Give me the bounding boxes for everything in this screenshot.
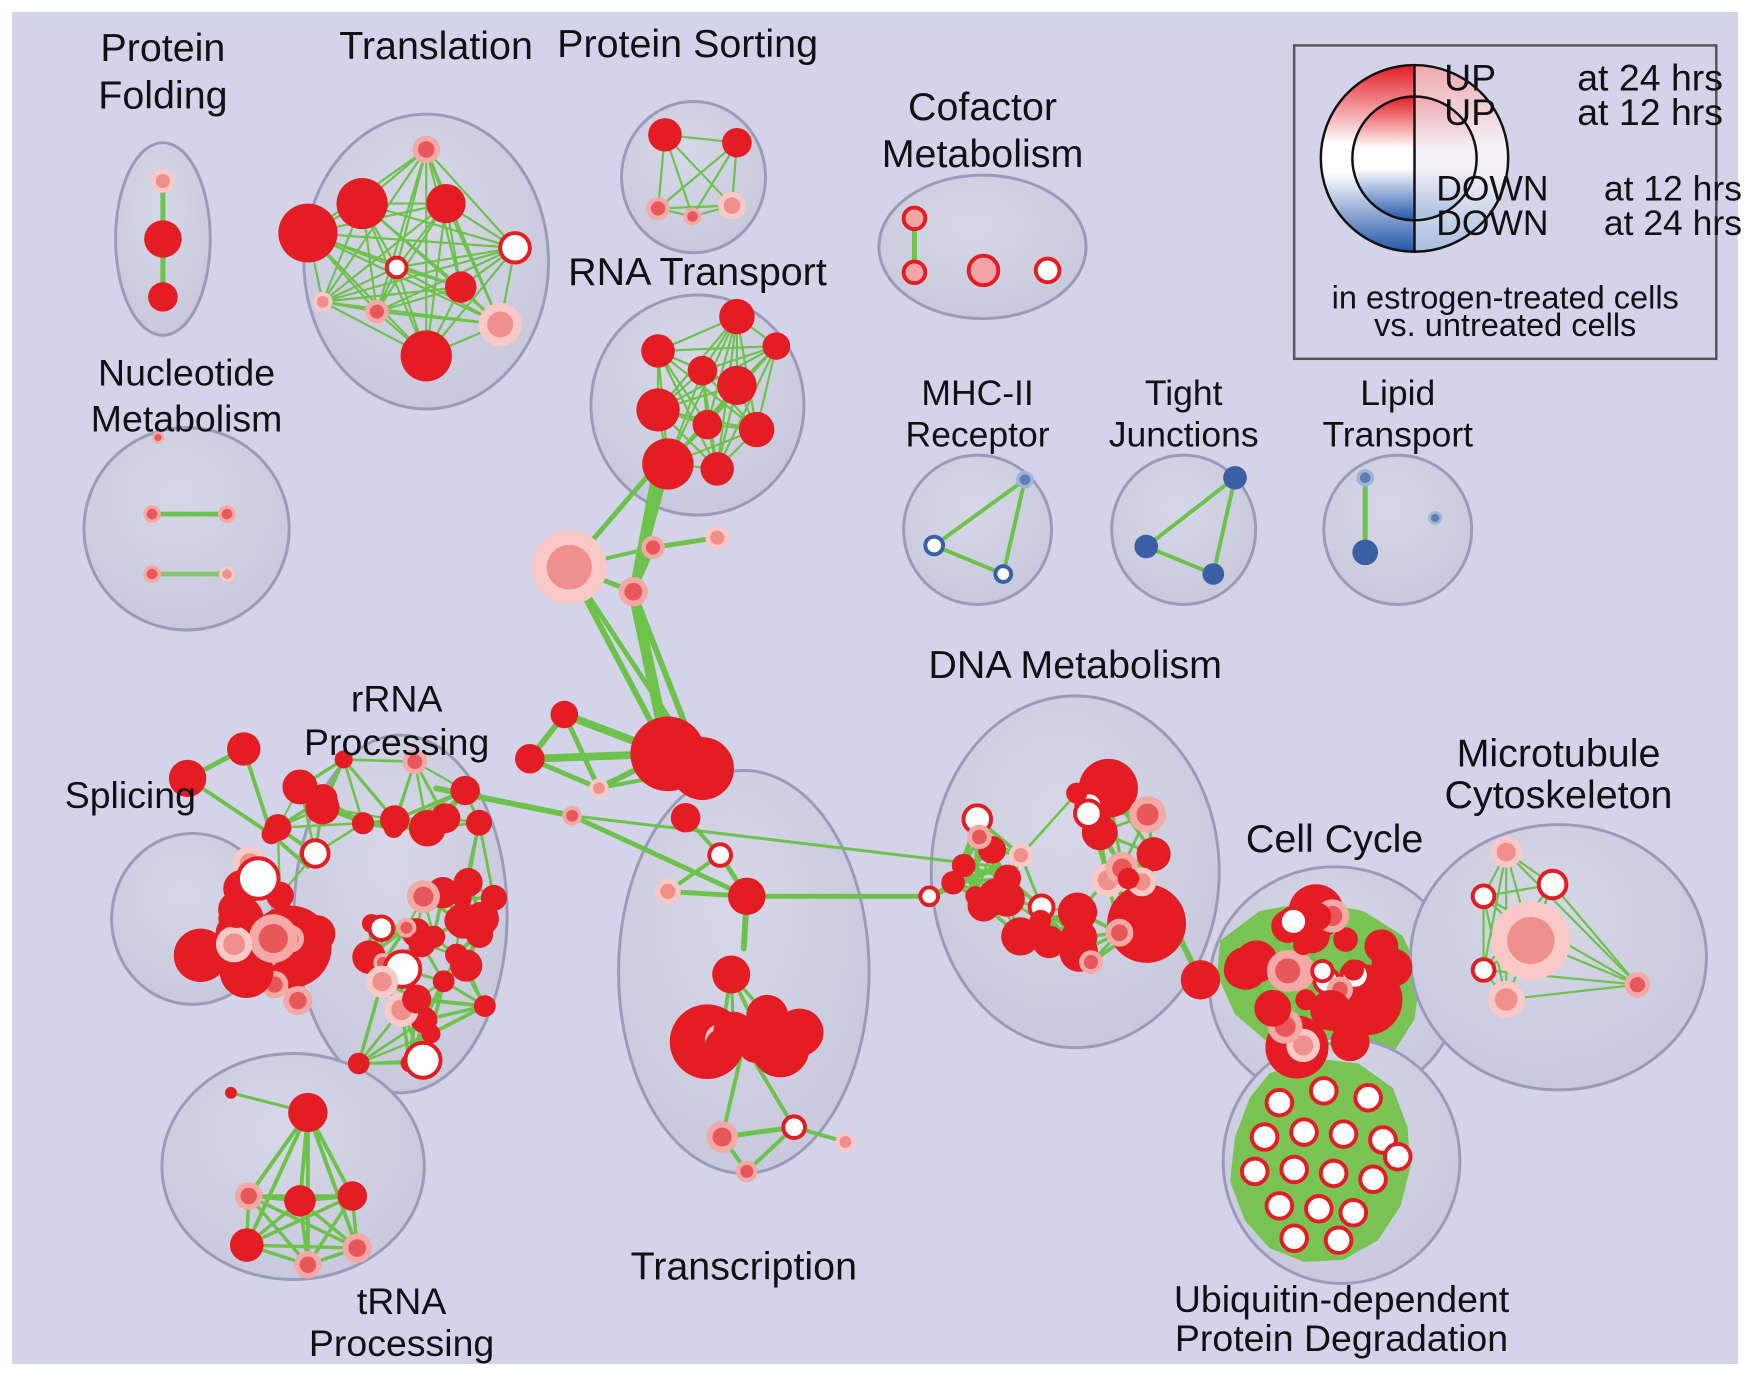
svg-text:Cytoskeleton: Cytoskeleton <box>1445 773 1673 817</box>
svg-text:at 12 hrs: at 12 hrs <box>1577 91 1723 133</box>
svg-text:Junctions: Junctions <box>1109 414 1259 454</box>
svg-text:Translation: Translation <box>339 24 533 68</box>
svg-text:UP: UP <box>1444 91 1496 133</box>
svg-text:at 24 hrs: at 24 hrs <box>1604 203 1742 243</box>
svg-text:RNA Transport: RNA Transport <box>568 250 827 294</box>
svg-text:Tight: Tight <box>1145 373 1223 413</box>
svg-text:Processing: Processing <box>304 721 489 763</box>
svg-text:Metabolism: Metabolism <box>882 132 1084 176</box>
svg-text:Protein Sorting: Protein Sorting <box>557 22 818 66</box>
svg-text:Cofactor: Cofactor <box>908 85 1057 129</box>
svg-text:Microtubule: Microtubule <box>1457 732 1661 776</box>
svg-text:DOWN: DOWN <box>1436 203 1548 243</box>
svg-text:Processing: Processing <box>309 1322 494 1364</box>
svg-text:Splicing: Splicing <box>65 774 196 816</box>
svg-text:Metabolism: Metabolism <box>91 398 283 440</box>
svg-text:rRNA: rRNA <box>351 678 443 720</box>
svg-text:Cell Cycle: Cell Cycle <box>1246 817 1423 861</box>
svg-text:Protein: Protein <box>100 26 225 70</box>
svg-text:DNA Metabolism: DNA Metabolism <box>928 643 1222 687</box>
svg-text:Receptor: Receptor <box>906 414 1050 454</box>
svg-text:Nucleotide: Nucleotide <box>98 351 275 393</box>
svg-text:Transcription: Transcription <box>631 1245 857 1289</box>
svg-text:Folding: Folding <box>98 73 227 117</box>
svg-text:Lipid: Lipid <box>1360 373 1435 413</box>
svg-text:tRNA: tRNA <box>357 1280 447 1322</box>
svg-text:Ubiquitin-dependent: Ubiquitin-dependent <box>1174 1278 1510 1320</box>
svg-text:vs. untreated cells: vs. untreated cells <box>1374 307 1636 343</box>
svg-text:MHC-II: MHC-II <box>921 373 1033 413</box>
svg-text:Protein Degradation: Protein Degradation <box>1175 1317 1508 1359</box>
svg-text:Transport: Transport <box>1322 414 1473 454</box>
